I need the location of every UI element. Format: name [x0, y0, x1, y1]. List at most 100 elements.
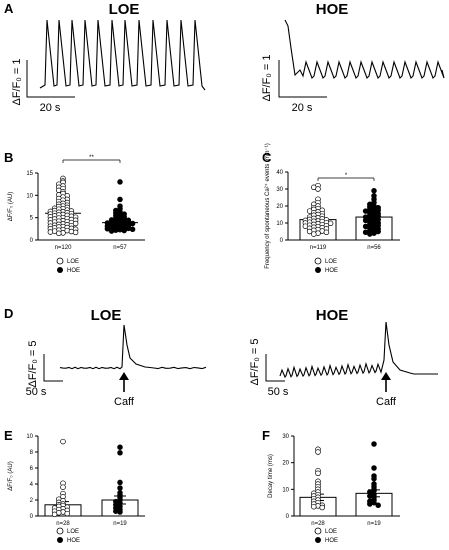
caff-label-hoe: Caff: [376, 396, 397, 408]
scale-y-a-loe: ΔF/F₀ = 1: [11, 58, 23, 105]
group-n-label: n=19: [367, 521, 381, 527]
y-tick-label: 10: [26, 193, 33, 199]
y-tick-label: 15: [26, 171, 33, 177]
group-n-label: n=19: [113, 521, 127, 527]
y-tick-label: 4: [30, 482, 34, 488]
y-axis-label: Frequency of spontaneous Ca²⁺ events (mi…: [264, 143, 271, 268]
group-n-label: n=57: [113, 245, 127, 251]
significance-marker: **: [89, 155, 94, 161]
legend-c-loe: LOE: [325, 259, 337, 265]
data-point-loe: [315, 449, 321, 455]
group-n-label: n=56: [367, 245, 381, 251]
data-point-hoe: [117, 485, 123, 491]
data-point-loe: [60, 438, 66, 445]
y-tick-label: 2: [30, 498, 34, 504]
data-point-loe: [327, 220, 334, 227]
data-point-hoe: [117, 450, 123, 456]
panel-label-c: C: [262, 150, 272, 165]
legend-e-loe: LOE: [67, 529, 79, 535]
legend-f-loe-marker: [314, 527, 322, 535]
data-point-hoe: [117, 196, 123, 203]
y-tick-label: 0: [280, 238, 284, 244]
scale-y-a-hoe: ΔF/F₀ = 1: [261, 54, 273, 101]
scalebar-a-loe: [26, 60, 75, 98]
y-tick-label: 5: [30, 216, 34, 222]
data-point-loe: [323, 229, 330, 236]
group-n-label: n=28: [311, 521, 325, 527]
data-point-loe: [315, 470, 321, 477]
y-tick-label: 20: [282, 461, 289, 467]
data-point-hoe: [371, 475, 377, 482]
data-point-hoe: [367, 501, 373, 507]
y-tick-label: 10: [282, 487, 289, 493]
y-tick-label: 30: [276, 187, 283, 193]
data-point-hoe: [117, 444, 123, 450]
trace-d-hoe: [279, 321, 438, 379]
legend-c-hoe-marker: [315, 267, 321, 273]
panel-label-a: A: [4, 1, 14, 16]
caff-arrow-hoe: [381, 372, 391, 392]
data-point-hoe: [117, 179, 123, 185]
legend-c-hoe: HOE: [325, 268, 338, 274]
chart-c: 0 10 20 30 40 Frequency of spontaneous Ca²⁺ e…: [264, 143, 400, 269]
chart-f: 0 10 20 30 Decay time (ms) n=28 n=19: [268, 434, 400, 527]
caff-label-loe: Caff: [114, 396, 135, 408]
y-tick-label: 20: [276, 204, 283, 210]
y-tick-label: 40: [276, 170, 283, 176]
data-point-hoe: [129, 226, 136, 233]
data-point-hoe: [375, 502, 381, 509]
y-tick-label: 8: [30, 450, 34, 456]
data-point-loe: [315, 186, 321, 192]
data-point-hoe: [117, 479, 123, 486]
caff-arrow-loe: [119, 372, 129, 392]
y-tick-label: 6: [30, 466, 34, 472]
group-n-label: n=120: [55, 245, 73, 251]
y-tick-label: 10: [276, 221, 283, 227]
scale-x-a-hoe: 20 s: [292, 102, 313, 114]
title-a-hoe: HOE: [316, 1, 349, 18]
data-point-loe: [302, 223, 309, 229]
group-n-label: n=28: [56, 521, 70, 527]
legend-e-hoe-marker: [57, 537, 63, 543]
data-point-hoe: [129, 220, 136, 227]
chart-b: 0 5 10 15 ΔF/F₀ (AU) n=120 n=57 **: [8, 155, 145, 251]
legend-e-hoe: HOE: [67, 538, 80, 544]
significance-marker: *: [345, 173, 348, 179]
legend-f-loe: LOE: [325, 529, 337, 535]
data-point-hoe: [121, 227, 127, 234]
y-tick-label: 10: [26, 434, 33, 440]
scale-x-d-loe: 50 s: [26, 386, 47, 398]
data-point-loe: [47, 229, 54, 235]
data-point-loe: [319, 504, 325, 511]
chart-e: 0 2 4 6 8 10 ΔF/F₀ (AU) n=28 n=19: [8, 434, 145, 527]
data-point-loe: [56, 230, 62, 237]
y-axis-label: ΔF/F₀ (AU): [8, 461, 14, 491]
y-tick-label: 0: [30, 238, 34, 244]
legend-e-loe-marker: [56, 527, 64, 535]
data-point-loe: [51, 511, 58, 518]
data-point-loe: [311, 503, 317, 510]
group-n-label: n=119: [310, 245, 327, 251]
legend-b-hoe-marker: [57, 267, 63, 273]
legend-f-hoe-marker: [315, 537, 321, 543]
scalebar-a-hoe: [278, 60, 327, 98]
legend-b-hoe: HOE: [67, 268, 80, 274]
title-a-loe: LOE: [109, 1, 140, 18]
data-point-hoe: [108, 228, 115, 234]
data-point-loe: [72, 220, 79, 227]
panel-label-e: E: [4, 428, 13, 443]
panel-label-d: D: [4, 306, 13, 321]
trace-d-loe: [59, 324, 207, 370]
title-d-hoe: HOE: [316, 307, 349, 324]
data-point-loe: [72, 229, 79, 236]
data-point-loe: [64, 510, 70, 517]
legend-f-hoe: HOE: [325, 538, 338, 544]
y-tick-label: 0: [286, 514, 290, 520]
data-point-loe: [60, 484, 66, 490]
data-point-hoe: [367, 231, 373, 237]
title-d-loe: LOE: [91, 307, 122, 324]
scalebar-d-hoe: [265, 354, 285, 382]
panel-label-f: F: [262, 428, 270, 443]
legend-b-loe-marker: [56, 257, 64, 265]
